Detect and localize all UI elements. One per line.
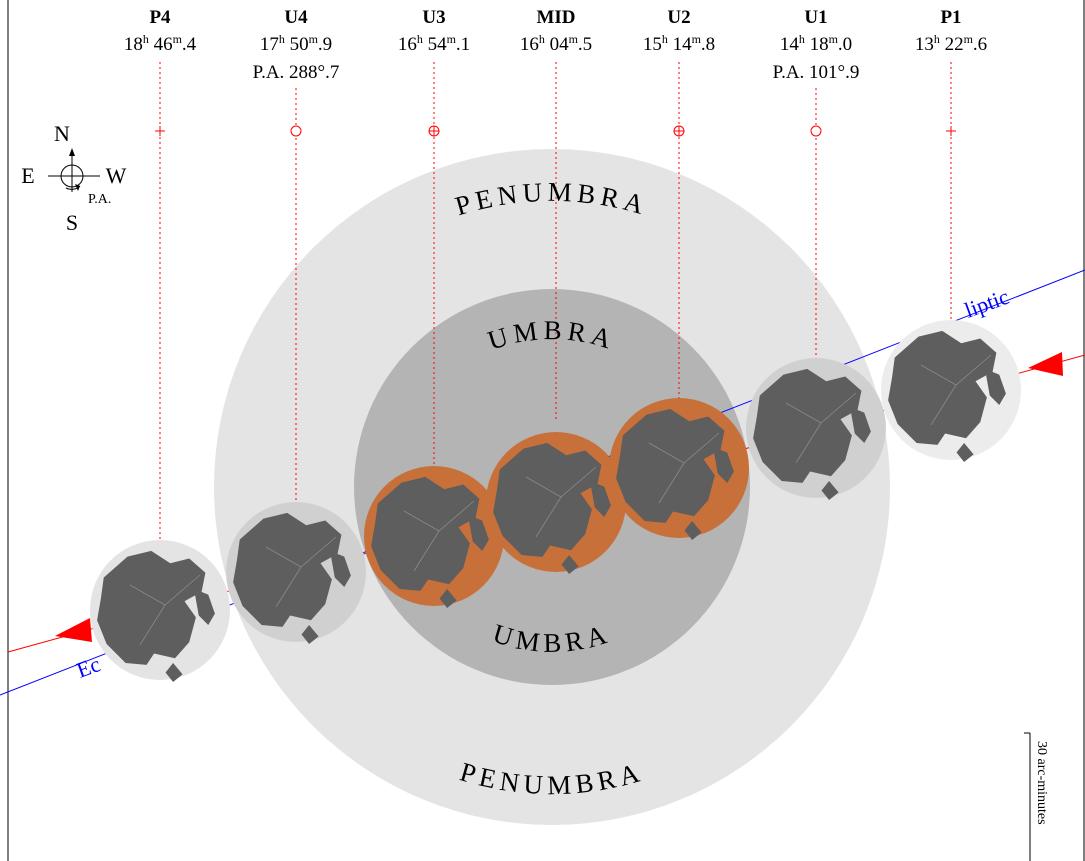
compass-west: W xyxy=(106,163,127,188)
pa-arrow-icon xyxy=(75,184,80,191)
north-arrow-icon xyxy=(69,148,75,156)
phase-label-u4: U4 xyxy=(284,7,308,28)
moon-ray2-u4 xyxy=(275,566,302,608)
phase-time-p1: 13h 22m.6 xyxy=(915,32,987,55)
marker-circle-u4 xyxy=(290,125,302,137)
phase-label-u2: U2 xyxy=(667,7,690,28)
compass-south: S xyxy=(66,210,78,235)
contact-lines xyxy=(155,62,956,540)
moon-ray2-p4 xyxy=(139,604,166,646)
phase-time-u2: 15h 14m.8 xyxy=(643,32,715,55)
phase-label-u3: U3 xyxy=(422,7,445,28)
orientation-compass: N S E W P.A. xyxy=(21,121,126,235)
phase-label-p4: P4 xyxy=(149,7,171,28)
phase-label-u1: U1 xyxy=(804,7,827,28)
moon-ray2-mid xyxy=(535,496,562,538)
moon-ray2-u1 xyxy=(795,422,822,464)
phase-time-p4: 18h 46m.4 xyxy=(124,32,197,55)
moon-u3 xyxy=(364,466,504,608)
moon-u2 xyxy=(609,398,749,540)
moon-p4 xyxy=(90,540,230,682)
scale-bar-label: 30 arc-minutes xyxy=(1034,741,1049,825)
compass-east: E xyxy=(21,163,34,188)
moon-ray2-u2 xyxy=(658,462,685,504)
moon-positions xyxy=(90,320,1021,682)
phase-time-u3: 16h 54m.1 xyxy=(398,32,470,55)
phase-time-mid: 16h 04m.5 xyxy=(520,32,592,55)
marker-circle-u1 xyxy=(810,125,822,137)
moon-path-arrow-left xyxy=(55,618,92,642)
compass-pa: P.A. xyxy=(88,192,111,207)
scale-bar: 30 arc-minutes xyxy=(1024,732,1049,861)
phase-time-u4: 17h 50m.9 xyxy=(260,32,332,55)
moon-ray2-u3 xyxy=(413,530,440,572)
phase-pa-u4: P.A. 288°.7 xyxy=(253,62,340,83)
phase-labels: P4 18h 46m.4 U4 17h 50m.9 P.A. 288°.7 U3 16h 5… xyxy=(124,7,987,83)
phase-label-mid: MID xyxy=(536,7,575,28)
moon-u4 xyxy=(226,502,366,644)
phase-label-p1: P1 xyxy=(940,7,961,28)
moon-u1 xyxy=(746,358,886,500)
phase-time-u1: 14h 18m.0 xyxy=(780,32,852,55)
compass-north: N xyxy=(54,121,70,146)
moon-ray2-p1 xyxy=(930,384,957,426)
moon-path-arrow-right xyxy=(1028,352,1063,376)
moon-p1 xyxy=(881,320,1021,462)
moon-mid xyxy=(486,432,626,574)
phase-pa-u1: P.A. 101°.9 xyxy=(773,62,860,83)
